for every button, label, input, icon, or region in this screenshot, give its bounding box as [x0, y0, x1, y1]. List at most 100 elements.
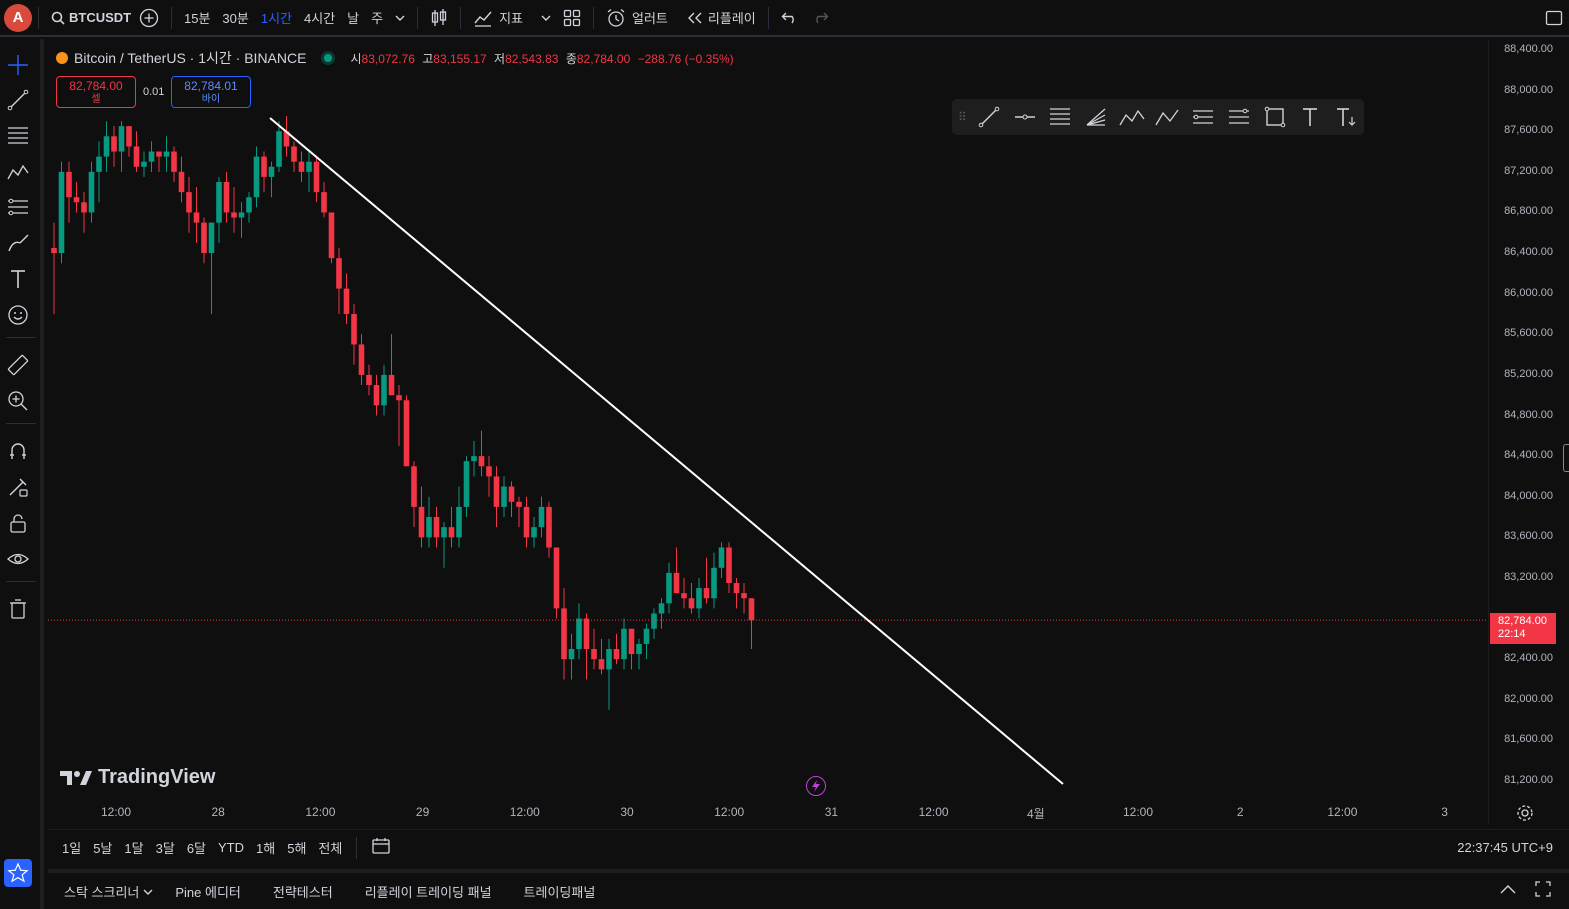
interval-30m[interactable]: 30분: [222, 11, 249, 26]
fullscreen-button[interactable]: [1539, 4, 1569, 32]
drag-handle[interactable]: ⠿: [958, 110, 967, 124]
range-1m[interactable]: 1달: [124, 841, 144, 856]
candle: [148, 141, 155, 172]
symbol-search-button[interactable]: BTCUSDT: [45, 4, 163, 32]
interval-15m[interactable]: 15분: [184, 11, 211, 26]
undo-button[interactable]: [775, 4, 805, 32]
time-tick-label: 30: [620, 805, 634, 819]
candle: [621, 618, 627, 670]
price-tick-label: 84,000.00: [1504, 489, 1553, 502]
indicators-dropdown[interactable]: [535, 4, 557, 32]
chart-settings-button[interactable]: [1516, 804, 1536, 824]
brush-tool[interactable]: [4, 229, 32, 257]
indicators-icon: [474, 11, 492, 27]
time-axis[interactable]: 12:00 28 12:00 29 12:00 30 12:00 31 12:00 4월 12:00…: [48, 800, 1488, 826]
text-tool[interactable]: [4, 265, 32, 293]
range-5y[interactable]: 5해: [287, 841, 307, 856]
timezone-clock[interactable]: 22:37:45 UTC+9: [1457, 840, 1553, 855]
emoji-tool[interactable]: [4, 301, 32, 329]
trendline-drawing[interactable]: [269, 117, 1064, 785]
fav-fib-fan[interactable]: [1078, 101, 1114, 133]
candle-body: [748, 598, 755, 621]
candle: [291, 141, 297, 172]
layouts-button[interactable]: [557, 4, 587, 32]
fav-parallel-channel[interactable]: [1185, 101, 1221, 133]
goto-date-button[interactable]: [365, 837, 397, 858]
range-ytd[interactable]: YTD: [218, 840, 245, 855]
candle: [606, 638, 612, 710]
candle-body: [253, 156, 260, 198]
range-1d[interactable]: 1일: [62, 841, 82, 856]
indicators-button[interactable]: 지표: [467, 4, 529, 32]
candle: [111, 126, 117, 167]
candle: [703, 557, 710, 604]
interval-week[interactable]: 주: [371, 11, 384, 26]
zoom-tool[interactable]: [4, 387, 32, 415]
current-price-label: 82,784.00 22:14: [1490, 613, 1556, 644]
regression-icon: [1229, 108, 1250, 124]
interval-day[interactable]: 날: [347, 11, 360, 26]
crosshair-tool[interactable]: [4, 51, 32, 79]
price-chart[interactable]: [48, 39, 1488, 825]
fib-fan-icon: [1086, 108, 1106, 126]
interval-dropdown[interactable]: [389, 4, 411, 32]
forecast-tool[interactable]: [4, 193, 32, 221]
fav-regression-trend[interactable]: [1221, 101, 1257, 133]
compare-symbol-button[interactable]: [133, 4, 165, 32]
time-tick-label: 12:00: [714, 805, 745, 819]
tab-trading-panel[interactable]: 트레이딩패널: [523, 884, 596, 900]
fav-horizontal-ray[interactable]: [1007, 101, 1043, 133]
fav-abcd-pattern[interactable]: [1150, 101, 1186, 133]
redo-button[interactable]: [805, 4, 835, 32]
candle: [568, 633, 575, 680]
interval-4h[interactable]: 4시간: [304, 11, 336, 26]
measure-tool[interactable]: [4, 351, 32, 379]
range-all[interactable]: 전체: [318, 841, 343, 856]
watchlist-favorite-button[interactable]: [4, 859, 32, 887]
hide-drawings-tool[interactable]: [4, 545, 32, 573]
price-axis[interactable]: 88,400.00 88,000.00 87,600.00 87,200.00 86,8…: [1488, 39, 1569, 825]
chart-pane[interactable]: [48, 39, 1488, 825]
lock-drawings-tool[interactable]: [4, 509, 32, 537]
chart-type-button[interactable]: [424, 4, 454, 32]
range-6m[interactable]: 6달: [186, 841, 207, 856]
tradingview-logo[interactable]: TradingView: [60, 766, 215, 789]
fav-text[interactable]: [1293, 101, 1329, 133]
range-3m[interactable]: 3달: [155, 841, 175, 856]
tab-pine-editor[interactable]: Pine 에디터: [175, 884, 241, 900]
fav-trendline[interactable]: [971, 101, 1007, 133]
magnet-tool[interactable]: [4, 437, 32, 465]
candle-body: [583, 618, 590, 650]
sell-button[interactable]: 82,784.00 셀: [56, 76, 136, 108]
logo-text: TradingView: [98, 766, 216, 788]
stay-in-drawing-mode-tool[interactable]: [4, 473, 32, 501]
events-marker[interactable]: [806, 776, 826, 796]
remove-drawings-tool[interactable]: [4, 595, 32, 623]
user-avatar[interactable]: A: [4, 3, 32, 32]
fav-xabcd-pattern[interactable]: [1114, 101, 1150, 133]
candle: [748, 598, 755, 650]
pattern-icon: [7, 164, 29, 180]
fav-fib-retracement[interactable]: [1043, 101, 1079, 133]
replay-button[interactable]: 리플레이: [680, 4, 762, 32]
fav-anchored-text[interactable]: [1328, 101, 1364, 133]
fib-tool[interactable]: [4, 121, 32, 149]
interval-1h[interactable]: 1시간: [260, 11, 292, 26]
alerts-button[interactable]: 얼러트: [600, 4, 674, 32]
tab-replay-trading-panel[interactable]: 리플레이 트레이딩 패널: [364, 884, 492, 900]
range-5d[interactable]: 5날: [93, 841, 113, 856]
buy-button[interactable]: 82,784.01 바이: [171, 76, 251, 108]
fav-rectangle[interactable]: [1257, 101, 1293, 133]
range-1y[interactable]: 1해: [256, 841, 276, 856]
tab-stock-screener[interactable]: 스탁 스크리너: [64, 884, 140, 900]
scale-handle[interactable]: [1563, 444, 1569, 472]
expand-panel-button[interactable]: [1499, 883, 1517, 898]
candle-body: [741, 593, 747, 599]
pattern-tool[interactable]: [4, 157, 32, 185]
maximize-panel-button[interactable]: [1535, 881, 1551, 900]
tab-strategy-tester[interactable]: 전략테스터: [272, 884, 333, 900]
chevron-up-icon: [1500, 885, 1516, 894]
screener-dropdown[interactable]: [143, 884, 153, 899]
symbol-title[interactable]: Bitcoin / TetherUS · 1시간 · BINANCE: [74, 50, 307, 66]
trendline-tool[interactable]: [4, 86, 32, 114]
